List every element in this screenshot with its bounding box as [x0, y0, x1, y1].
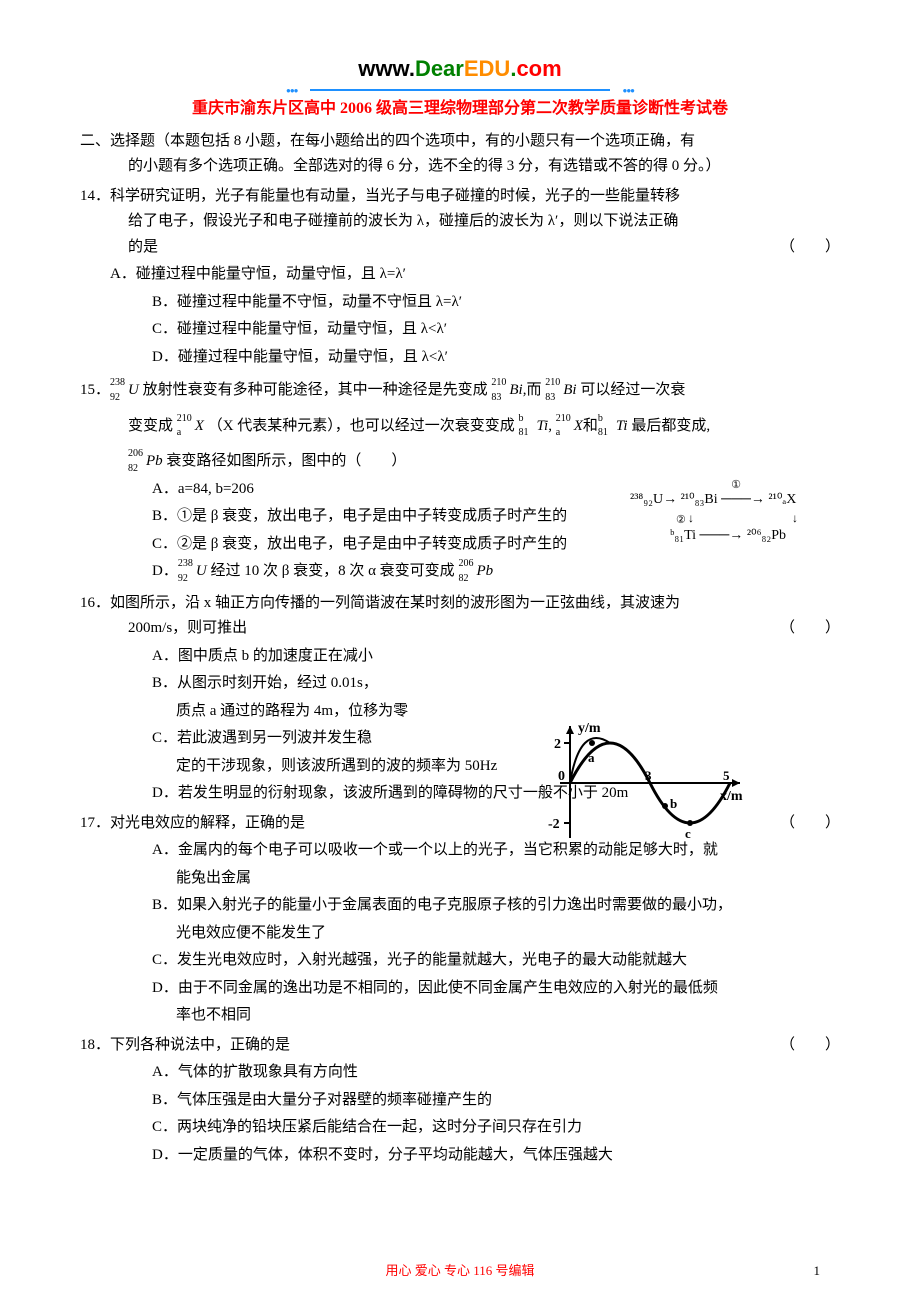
exam-title: 重庆市渝东片区高中 2006 级高三理综物理部分第二次教学质量诊断性考试卷: [80, 95, 840, 122]
q14-optD: D．碰撞过程中能量守恒，动量守恒，且 λ<λ′: [80, 345, 840, 371]
q15-optD: D．23892U 经过 10 次 β 衰变，8 次 α 衰变可变成 20682P…: [80, 559, 840, 585]
q15-line2: 变变成 210aX （X 代表某种元素），也可以经过一次衰变变成 b81Ti, …: [80, 414, 840, 440]
q18: 18．下列各种说法中，正确的是 （ ）: [80, 1033, 840, 1059]
q18-text: 18．下列各种说法中，正确的是: [80, 1037, 290, 1053]
x210: 210aX: [177, 414, 204, 440]
bi210-1: 21083Bi: [491, 378, 522, 404]
q17-bracket: （ ）: [780, 811, 840, 837]
ti-b81: b81Ti: [519, 414, 549, 440]
q16-line2: 200m/s，则可推出 （ ）: [80, 616, 840, 642]
q14-line3: 的是 （ ）: [80, 235, 840, 261]
q17-optB2: 光电效应便不能发生了: [80, 921, 840, 947]
q15-line3: 20682Pb 衰变路径如图所示，图中的（ ）: [80, 449, 840, 475]
url-www: www.: [358, 56, 415, 81]
section-2-label: 二、选择题（本题包括 8 小题，在每小题给出的四个选项中，有的小题只有一个选项正…: [80, 129, 840, 155]
q14-optC: C．碰撞过程中能量守恒，动量守恒，且 λ<λ′: [80, 317, 840, 343]
svg-text:y/m: y/m: [578, 721, 601, 736]
pb206: 20682Pb: [128, 449, 163, 475]
q14-optA: A．碰撞过程中能量守恒，动量守恒，且 λ=λ′: [80, 262, 840, 288]
u238: 23892U: [110, 378, 139, 404]
q15-prefix: 15．: [80, 382, 110, 398]
svg-text:a: a: [588, 750, 595, 765]
q17-optC: C．发生光电效应时，入射光越强，光子的能量就越大，光电子的最大动能就越大: [80, 948, 840, 974]
section-2-label-cont: 的小题有多个选项正确。全部选对的得 6 分，选不全的得 3 分，有选错或不答的得…: [80, 154, 840, 180]
q14-bracket: （ ）: [780, 235, 840, 261]
svg-text:b: b: [670, 796, 677, 811]
svg-text:-2: -2: [548, 817, 560, 832]
svg-text:2: 2: [554, 737, 561, 752]
page-number: 1: [814, 1260, 821, 1282]
u238-d: 23892U: [178, 559, 207, 585]
q16-bracket: （ ）: [780, 616, 840, 642]
svg-text:c: c: [685, 826, 691, 841]
header-divider: [310, 89, 610, 91]
q16-optA: A．图中质点 b 的加速度正在减小: [80, 644, 840, 670]
q14-line1: 14．科学研究证明，光子有能量也有动量，当光子与电子碰撞的时候，光子的一些能量转…: [80, 184, 840, 210]
q16: 16．如图所示，沿 x 轴正方向传播的一列简谐波在某时刻的波形图为一正弦曲线，其…: [80, 591, 840, 642]
ti-b81-2: b81Ti: [598, 414, 628, 440]
q14: 14．科学研究证明，光子有能量也有动量，当光子与电子碰撞的时候，光子的一些能量转…: [80, 184, 840, 261]
svg-text:0: 0: [558, 769, 565, 784]
header-logo: www.DearEDU.com: [80, 50, 840, 87]
bi210-2: 21083Bi: [545, 378, 576, 404]
q16-optB1: B．从图示时刻开始，经过 0.01s，: [80, 671, 840, 697]
q18-optC: C．两块纯净的铅块压紧后能结合在一起，这时分子间只存在引力: [80, 1115, 840, 1141]
q14-line2: 给了电子，假设光子和电子碰撞前的波长为 λ，碰撞后的波长为 λ′，则以下说法正确: [80, 209, 840, 235]
pb206-d: 20682Pb: [458, 559, 493, 585]
q14-optB: B．碰撞过程中能量不守恒，动量不守恒且 λ=λ′: [80, 290, 840, 316]
q17-optD1: D．由于不同金属的逸出功是不相同的，因此使不同金属产生电效应的入射光的最低频: [80, 976, 840, 1002]
q17-optA2: 能兔出金属: [80, 866, 840, 892]
url-edu: EDU: [464, 56, 510, 81]
q18-bracket: （ ）: [780, 1033, 840, 1059]
q15: 15．23892U 放射性衰变有多种可能途径，其中一种途径是先变成 21083B…: [80, 378, 840, 404]
q17-optD2: 率也不相同: [80, 1003, 840, 1029]
q17-optB1: B．如果入射光子的能量小于金属表面的电子克服原子核的引力逸出时需要做的最小功，: [80, 893, 840, 919]
q18-optD: D．一定质量的气体，体积不变时，分子平均动能越大，气体压强越大: [80, 1143, 840, 1169]
q18-optB: B．气体压强是由大量分子对器壁的频率碰撞产生的: [80, 1088, 840, 1114]
footer-text: 用心 爱心 专心 116 号编辑: [0, 1260, 920, 1282]
q18-optA: A．气体的扩散现象具有方向性: [80, 1060, 840, 1086]
x210-2: 210aX: [556, 414, 583, 440]
wave-chart: 2 0 -2 y/m x/m a b c 3 5: [530, 718, 750, 848]
url-dear: Dear: [415, 56, 464, 81]
q17-text: 17．对光电效应的解释，正确的是: [80, 815, 305, 831]
url-com: com: [516, 56, 561, 81]
decay-diagram: ²³⁸₉₂U→ ²¹⁰₈₃Bi ①───→ ²¹⁰ₐX ②↓ ↓ ᵇ₈₁Ti ─…: [630, 490, 830, 546]
svg-text:3: 3: [645, 768, 652, 783]
svg-text:5: 5: [723, 768, 730, 783]
q16-line1: 16．如图所示，沿 x 轴正方向传播的一列简谐波在某时刻的波形图为一正弦曲线，其…: [80, 591, 840, 617]
